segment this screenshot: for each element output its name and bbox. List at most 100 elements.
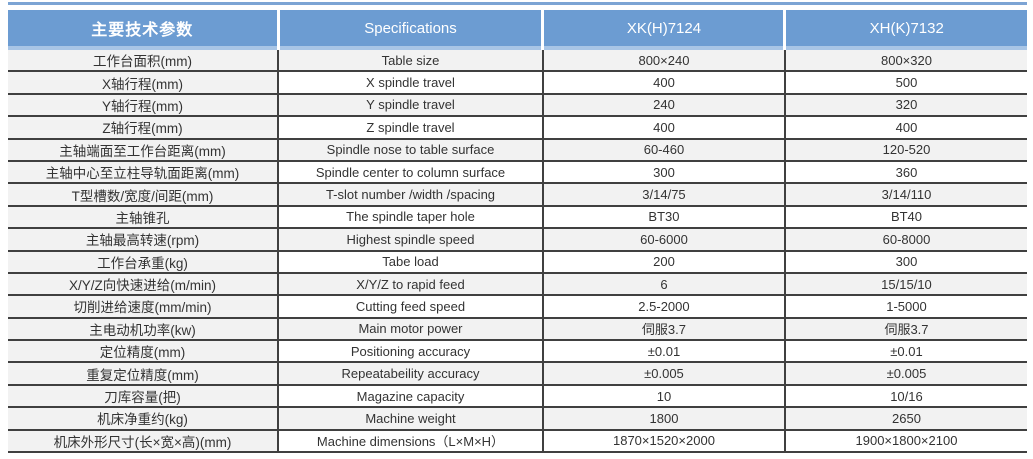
param-cell: 主电动机功率(kw): [8, 317, 280, 342]
top-accent-line: [8, 2, 1027, 5]
spec-cell: Cutting feed speed: [278, 295, 544, 319]
spec-cell: Magazine capacity: [278, 384, 544, 409]
spec-cell: Spindle center to column surface: [278, 160, 544, 185]
table-row: 机床外形尺寸(长×宽×高)(mm) Machine dimensions（L×M×…: [8, 429, 1027, 454]
table-row: 主轴锥孔 The spindle taper hole BT30 BT40: [8, 205, 1027, 230]
strip-cell: [542, 46, 787, 50]
value-xh7132-cell: 伺服3.7: [784, 317, 1027, 342]
spec-cell: Z spindle travel: [278, 116, 544, 140]
value-xk7124-cell: 60-6000: [542, 228, 786, 252]
table-row: 主轴中心至立柱导轨面距离(mm) Spindle center to column…: [8, 160, 1027, 185]
spec-cell: X/Y/Z to rapid feed: [278, 272, 544, 297]
value-xh7132-cell: 120-520: [784, 138, 1027, 162]
table-row: X/Y/Z向快速进给(m/min) X/Y/Z to rapid feed 6 15/…: [8, 272, 1027, 297]
value-xk7124-cell: ±0.005: [542, 362, 786, 386]
value-xk7124-cell: 400: [542, 71, 786, 95]
param-cell: 机床外形尺寸(长×宽×高)(mm): [8, 429, 280, 454]
value-xh7132-cell: 500: [784, 71, 1027, 95]
param-cell: 主轴锥孔: [8, 205, 280, 230]
value-xk7124-cell: ±0.01: [542, 340, 786, 364]
param-cell: 切削进给速度(mm/min): [8, 295, 280, 319]
table-row: 定位精度(mm) Positioning accuracy ±0.01 ±0.01: [8, 340, 1027, 364]
strip-cell: [278, 46, 545, 50]
header-cell-param: 主要技术参数: [8, 10, 280, 46]
spec-cell: T-slot number /width /spacing: [278, 183, 544, 207]
value-xh7132-cell: 3/14/110: [784, 183, 1027, 207]
param-cell: X/Y/Z向快速进给(m/min): [8, 272, 280, 297]
strip-cell: [784, 46, 1027, 50]
value-xk7124-cell: 300: [542, 160, 786, 185]
param-cell: 机床净重约(kg): [8, 407, 280, 431]
value-xh7132-cell: ±0.01: [784, 340, 1027, 364]
value-xh7132-cell: BT40: [784, 205, 1027, 230]
strip-cell: [8, 46, 280, 50]
value-xk7124-cell: 60-460: [542, 138, 786, 162]
value-xk7124-cell: 240: [542, 93, 786, 118]
spec-cell: X spindle travel: [278, 71, 544, 95]
value-xk7124-cell: 1870×1520×2000: [542, 429, 786, 454]
spec-table-header: 主要技术参数 Specifications XK(H)7124 XH(K)713…: [8, 10, 1027, 46]
spec-cell: Spindle nose to table surface: [278, 138, 544, 162]
value-xh7132-cell: 1-5000: [784, 295, 1027, 319]
table-row: 重复定位精度(mm) Repeatabeility accuracy ±0.005 ±…: [8, 362, 1027, 386]
value-xh7132-cell: 360: [784, 160, 1027, 185]
header-strip: [8, 46, 1027, 50]
spec-cell: Main motor power: [278, 317, 544, 342]
table-row: 工作台承重(kg) Tabe load 200 300: [8, 250, 1027, 274]
param-cell: 定位精度(mm): [8, 340, 280, 364]
value-xh7132-cell: 15/15/10: [784, 272, 1027, 297]
table-row: 刀库容量(把) Magazine capacity 10 10/16: [8, 384, 1027, 409]
value-xk7124-cell: 3/14/75: [542, 183, 786, 207]
value-xh7132-cell: 400: [784, 116, 1027, 140]
param-cell: Y轴行程(mm): [8, 93, 280, 118]
header-cell-xh7132: XH(K)7132: [784, 10, 1027, 46]
value-xk7124-cell: 伺服3.7: [542, 317, 786, 342]
value-xk7124-cell: 2.5-2000: [542, 295, 786, 319]
spec-table-body: 工作台面积(mm) Table size 800×240 800×320 X轴行程(m…: [8, 46, 1027, 454]
table-row: 主轴端面至工作台距离(mm) Spindle nose to table surf…: [8, 138, 1027, 162]
table-row: 工作台面积(mm) Table size 800×240 800×320: [8, 50, 1027, 73]
spec-table: 主要技术参数 Specifications XK(H)7124 XH(K)713…: [8, 10, 1027, 454]
value-xh7132-cell: 800×320: [784, 50, 1027, 73]
spec-cell: Highest spindle speed: [278, 228, 544, 252]
value-xh7132-cell: 2650: [784, 407, 1027, 431]
param-cell: 主轴中心至立柱导轨面距离(mm): [8, 160, 280, 185]
table-row: 主轴最高转速(rpm) Highest spindle speed 60-6000 6…: [8, 228, 1027, 252]
table-row: T型槽数/宽度/间距(mm) T-slot number /width /spac…: [8, 183, 1027, 207]
spec-cell: Positioning accuracy: [278, 340, 544, 364]
table-row: Y轴行程(mm) Y spindle travel 240 320: [8, 93, 1027, 118]
table-row: 机床净重约(kg) Machine weight 1800 2650: [8, 407, 1027, 431]
value-xk7124-cell: 400: [542, 116, 786, 140]
value-xk7124-cell: 1800: [542, 407, 786, 431]
spec-cell: Machine weight: [278, 407, 544, 431]
header-cell-spec: Specifications: [278, 10, 545, 46]
spec-cell: Machine dimensions（L×M×H）: [278, 429, 544, 454]
spec-cell: The spindle taper hole: [278, 205, 544, 230]
value-xh7132-cell: ±0.005: [784, 362, 1027, 386]
param-cell: X轴行程(mm): [8, 71, 280, 95]
header-cell-xk7124: XK(H)7124: [542, 10, 787, 46]
param-cell: 重复定位精度(mm): [8, 362, 280, 386]
param-cell: 主轴最高转速(rpm): [8, 228, 280, 252]
param-cell: T型槽数/宽度/间距(mm): [8, 183, 280, 207]
param-cell: 主轴端面至工作台距离(mm): [8, 138, 280, 162]
spec-cell: Y spindle travel: [278, 93, 544, 118]
value-xk7124-cell: 800×240: [542, 50, 786, 73]
value-xk7124-cell: 200: [542, 250, 786, 274]
value-xh7132-cell: 10/16: [784, 384, 1027, 409]
value-xk7124-cell: 10: [542, 384, 786, 409]
table-row: Z轴行程(mm) Z spindle travel 400 400: [8, 116, 1027, 140]
spec-cell: Table size: [278, 50, 544, 73]
param-cell: 工作台承重(kg): [8, 250, 280, 274]
table-row: 主电动机功率(kw) Main motor power 伺服3.7 伺服3.7: [8, 317, 1027, 342]
spec-cell: Repeatabeility accuracy: [278, 362, 544, 386]
table-row: X轴行程(mm) X spindle travel 400 500: [8, 71, 1027, 95]
value-xh7132-cell: 300: [784, 250, 1027, 274]
spec-cell: Tabe load: [278, 250, 544, 274]
param-cell: Z轴行程(mm): [8, 116, 280, 140]
value-xk7124-cell: 6: [542, 272, 786, 297]
value-xh7132-cell: 1900×1800×2100: [784, 429, 1027, 454]
value-xh7132-cell: 60-8000: [784, 228, 1027, 252]
param-cell: 刀库容量(把): [8, 384, 280, 409]
